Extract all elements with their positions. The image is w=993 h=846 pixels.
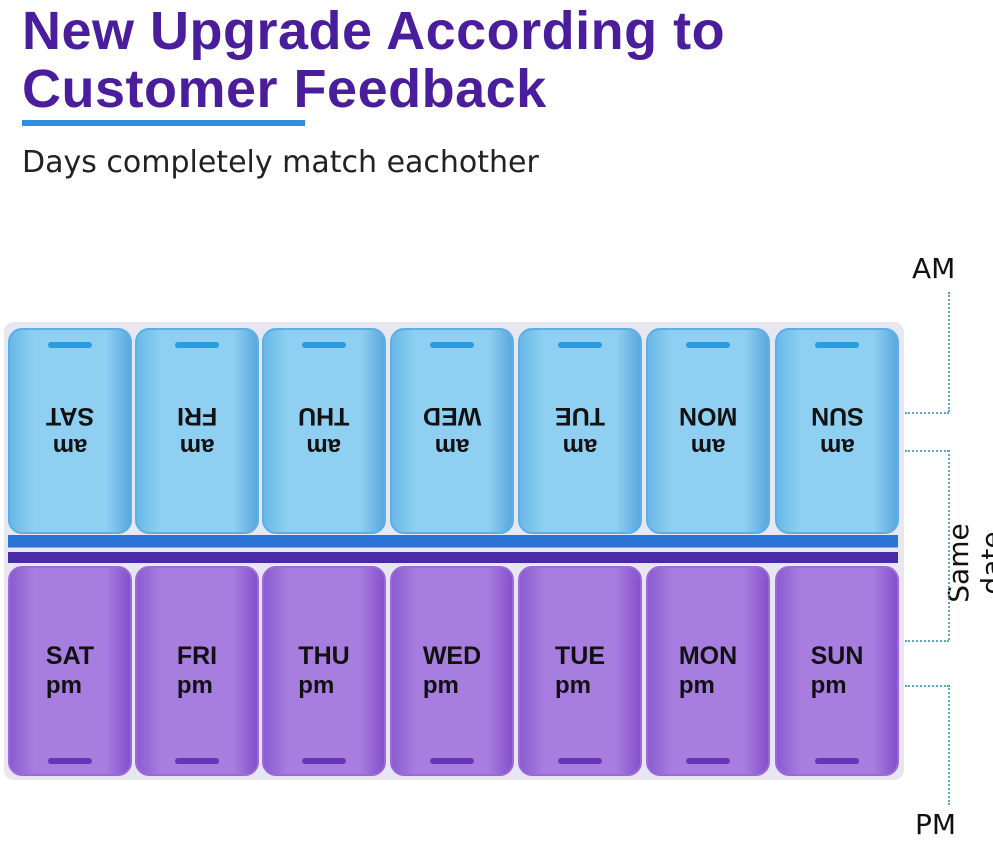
day-label: SUN: [810, 642, 864, 670]
bracket-line: [905, 685, 949, 687]
lid-tab: [175, 758, 219, 764]
day-label: FRI: [176, 642, 218, 670]
day-label: TUE: [555, 402, 605, 430]
compartment-label: am THU: [298, 401, 349, 461]
day-label: SAT: [45, 402, 95, 430]
compartment-sat-am[interactable]: am SAT: [8, 328, 132, 534]
compartment-label: THU pm: [298, 641, 349, 701]
lid-tab: [430, 758, 474, 764]
hinge: [8, 535, 898, 563]
bracket-line: [905, 450, 949, 452]
compartment-label: FRI pm: [177, 641, 217, 701]
period-label: am: [562, 433, 598, 460]
bracket-line: [948, 685, 950, 805]
day-label: TUE: [555, 642, 605, 670]
day-label: WED: [422, 402, 482, 430]
lid-tab: [430, 342, 474, 348]
period-label: am: [306, 433, 342, 460]
lid-tab: [815, 342, 859, 348]
lid-tab: [815, 758, 859, 764]
compartment-label: TUE pm: [555, 641, 605, 701]
day-label: MON: [678, 402, 738, 430]
compartment-label: am MON: [679, 401, 737, 461]
period-label: pm: [555, 672, 591, 699]
period-label: pm: [298, 672, 335, 699]
period-label: am: [434, 433, 470, 460]
am-annotation: AM: [912, 252, 956, 285]
lid-tab: [686, 342, 730, 348]
compartment-thu-am[interactable]: am THU: [262, 328, 386, 534]
lid-tab: [48, 342, 92, 348]
compartment-sun-am[interactable]: am SUN: [775, 328, 899, 534]
lid-tab: [558, 758, 602, 764]
headline: New Upgrade According to Customer Feedba…: [22, 2, 725, 118]
compartment-label: am WED: [423, 401, 481, 461]
lid-tab: [686, 758, 730, 764]
lid-tab: [302, 342, 346, 348]
compartment-label: am SUN: [811, 401, 864, 461]
period-label: pm: [45, 672, 82, 699]
day-label: SAT: [45, 642, 95, 670]
period-label: am: [690, 433, 726, 460]
day-label: THU: [298, 402, 350, 430]
compartment-sun-pm[interactable]: SUN pm: [775, 566, 899, 776]
compartment-label: am SAT: [46, 401, 94, 461]
compartment-label: SAT pm: [46, 641, 94, 701]
compartment-wed-am[interactable]: am WED: [390, 328, 514, 534]
pm-annotation: PM: [915, 808, 957, 841]
period-label: pm: [422, 672, 459, 699]
day-label: SUN: [810, 402, 864, 430]
headline-line1: New Upgrade According to: [22, 1, 726, 61]
lid-tab: [48, 758, 92, 764]
period-label: am: [52, 433, 88, 460]
compartment-fri-pm[interactable]: FRI pm: [135, 566, 259, 776]
compartment-label: am TUE: [555, 401, 605, 461]
compartment-mon-pm[interactable]: MON pm: [646, 566, 770, 776]
bracket-line: [948, 292, 950, 412]
compartment-label: MON pm: [679, 641, 737, 701]
period-label: am: [819, 433, 855, 460]
bracket-line: [905, 412, 949, 414]
bracket-line: [948, 450, 950, 640]
headline-line2: Customer Feedback: [22, 59, 547, 119]
compartment-fri-am[interactable]: am FRI: [135, 328, 259, 534]
bracket-line: [905, 640, 949, 642]
compartment-tue-pm[interactable]: TUE pm: [518, 566, 642, 776]
day-label: THU: [298, 642, 350, 670]
period-label: am: [179, 433, 215, 460]
subtitle: Days completely match eachother: [22, 145, 539, 180]
day-label: FRI: [176, 402, 218, 430]
period-label: pm: [810, 672, 847, 699]
compartment-label: SUN pm: [811, 641, 864, 701]
accent-underline: [22, 120, 305, 126]
compartment-thu-pm[interactable]: THU pm: [262, 566, 386, 776]
period-label: pm: [678, 672, 715, 699]
day-label: WED: [422, 642, 482, 670]
compartment-wed-pm[interactable]: WED pm: [390, 566, 514, 776]
compartment-sat-pm[interactable]: SAT pm: [8, 566, 132, 776]
lid-tab: [302, 758, 346, 764]
day-label: MON: [678, 642, 738, 670]
compartment-label: WED pm: [423, 641, 481, 701]
compartment-tue-am[interactable]: am TUE: [518, 328, 642, 534]
compartment-label: am FRI: [177, 401, 217, 461]
compartment-mon-am[interactable]: am MON: [646, 328, 770, 534]
period-label: pm: [176, 672, 213, 699]
lid-tab: [558, 342, 602, 348]
lid-tab: [175, 342, 219, 348]
